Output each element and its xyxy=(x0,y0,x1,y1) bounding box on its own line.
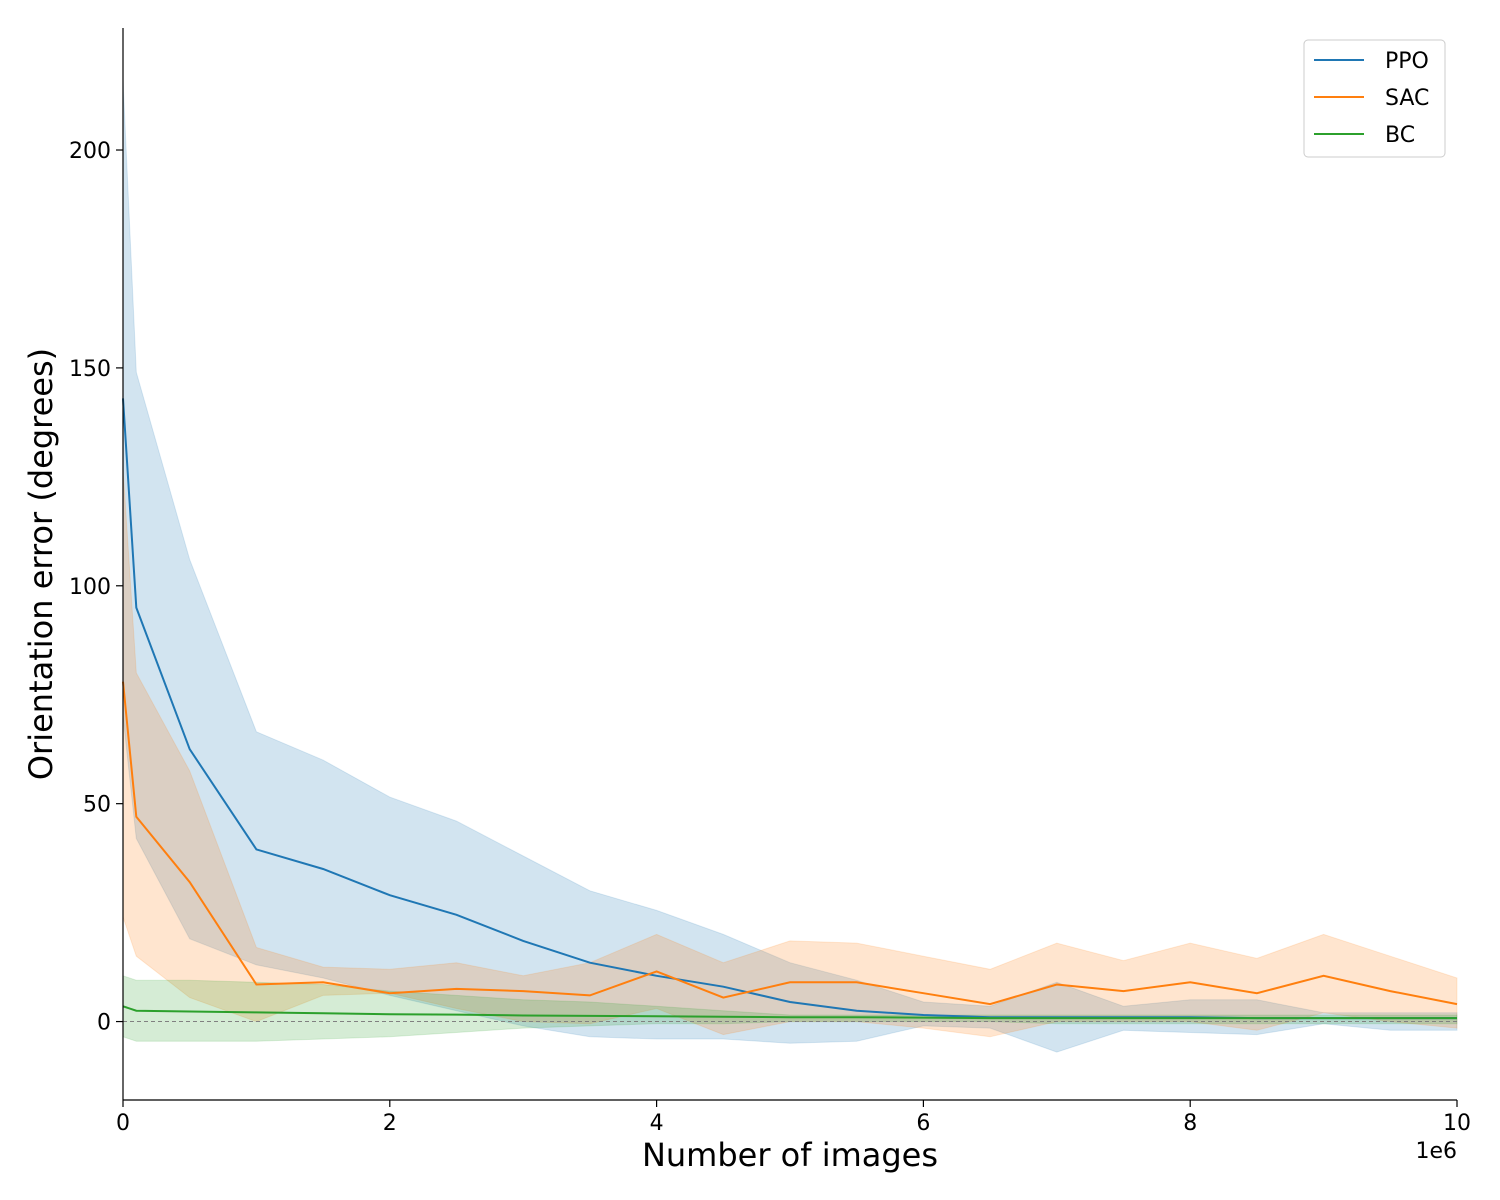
legend: PPO SAC BC xyxy=(1303,39,1446,158)
x-tick-label: 2 xyxy=(383,1111,397,1136)
series-lines xyxy=(122,398,1458,1020)
legend-label-ppo: PPO xyxy=(1385,49,1429,74)
band-ppo xyxy=(122,80,1458,1053)
x-tick-label: 4 xyxy=(650,1111,664,1136)
line-sac xyxy=(122,681,1458,1006)
y-tick-label: 0 xyxy=(97,1011,111,1036)
y-tick-label: 50 xyxy=(83,793,111,818)
y-tick-label: 100 xyxy=(69,575,111,600)
legend-label-sac: SAC xyxy=(1385,86,1429,111)
x-axis-label: Number of images xyxy=(642,1136,938,1174)
band-bc xyxy=(122,975,1458,1042)
confidence-bands xyxy=(122,80,1458,1053)
legend-label-bc: BC xyxy=(1385,123,1415,148)
x-axis-offset-text: 1e6 xyxy=(1415,1139,1457,1164)
x-tick-label: 10 xyxy=(1443,1111,1471,1136)
y-axis-label: Orientation error (degrees) xyxy=(22,348,60,780)
legend-box xyxy=(1303,39,1446,158)
y-tick-label: 200 xyxy=(69,139,111,164)
x-tick-label: 0 xyxy=(116,1111,130,1136)
y-tick-label: 150 xyxy=(69,357,111,382)
band-sac xyxy=(122,468,1458,1038)
line-bc xyxy=(122,1005,1457,1020)
x-tick-label: 8 xyxy=(1183,1111,1197,1136)
x-tick-label: 6 xyxy=(916,1111,930,1136)
axes xyxy=(122,28,1457,1101)
